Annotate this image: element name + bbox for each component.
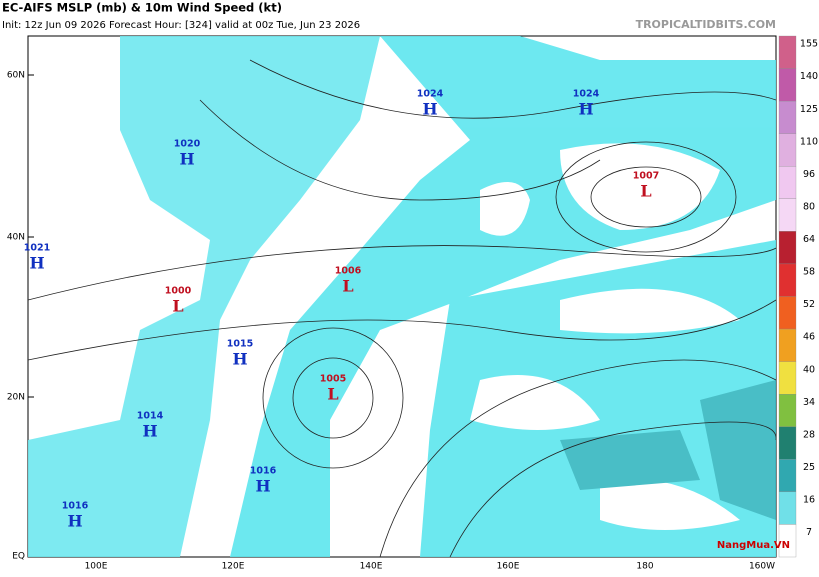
center-letter: H — [578, 100, 593, 119]
colorbar-label: 80 — [803, 201, 815, 212]
colorbar-swatch — [778, 328, 797, 362]
colorbar-label: 46 — [803, 332, 815, 343]
center-pressure: 1024 — [573, 89, 600, 100]
center-letter: H — [422, 100, 437, 119]
center-pressure: 1014 — [137, 411, 164, 422]
center-pressure: 1015 — [227, 339, 253, 350]
colorbar-swatch — [778, 491, 797, 525]
isobars — [28, 59, 776, 557]
colorbar-label: 110 — [800, 136, 818, 147]
center-letter: H — [179, 150, 194, 169]
title: EC-AIFS MSLP (mb) & 10m Wind Speed (kt) — [2, 1, 282, 15]
colorbar-swatch — [778, 426, 797, 460]
center-letter: L — [640, 182, 651, 201]
colorbar-swatch — [778, 361, 797, 395]
colorbar-swatch — [778, 68, 797, 102]
lat-label: 40N — [7, 233, 25, 243]
colorbar: 155 140 125 110 96 80 64 58 52 46 40 34 28 25 16 7 — [778, 35, 818, 558]
center-letter: H — [142, 422, 157, 441]
center-pressure: 1024 — [417, 89, 444, 100]
colorbar-label: 64 — [803, 234, 815, 245]
center-pressure: 1005 — [320, 374, 346, 385]
colorbar-label: 58 — [803, 267, 815, 278]
center-pressure: 1020 — [174, 139, 201, 150]
lat-label: 60N — [7, 71, 25, 81]
lon-label: 180 — [636, 562, 653, 572]
frame-ticks — [28, 74, 34, 398]
lat-label: EQ — [12, 552, 25, 562]
colorbar-swatch — [778, 198, 797, 232]
colorbar-label: 16 — [803, 495, 815, 506]
center-letter: H — [232, 350, 247, 369]
center-letter: H — [67, 512, 82, 531]
colorbar-swatch — [778, 166, 797, 199]
colorbar-label: 25 — [803, 462, 815, 473]
colorbar-swatch — [778, 100, 797, 134]
watermark: NangMua.VN — [717, 540, 790, 551]
colorbar-label: 7 — [806, 527, 812, 538]
center-pressure: 1016 — [250, 466, 277, 477]
colorbar-swatch — [778, 459, 797, 493]
lon-label: 140E — [360, 562, 383, 572]
map-area — [27, 35, 777, 558]
center-letter: H — [255, 477, 270, 496]
site-credit: TROPICALTIDBITS.COM — [636, 18, 776, 31]
center-pressure: 1000 — [165, 286, 192, 297]
colorbar-swatch — [778, 296, 797, 330]
lon-label: 160E — [497, 562, 520, 572]
colorbar-label: 34 — [803, 397, 815, 408]
center-pressure: 1006 — [335, 266, 362, 277]
center-pressure: 1016 — [62, 501, 89, 512]
lon-label: 100E — [85, 562, 108, 572]
colorbar-swatch — [778, 394, 797, 427]
colorbar-swatch — [778, 524, 797, 558]
colorbar-label: 28 — [803, 429, 815, 440]
colorbar-label: 96 — [803, 169, 815, 180]
subtitle: Init: 12z Jun 09 2026 Forecast Hour: [32… — [2, 20, 360, 31]
colorbar-swatch — [778, 263, 797, 297]
lon-label: 120E — [222, 562, 245, 572]
wind-shading — [28, 36, 776, 557]
center-letter: L — [327, 385, 338, 404]
center-letter: L — [342, 277, 353, 296]
center-pressure: 1007 — [633, 171, 659, 182]
center-letter: L — [172, 297, 183, 316]
colorbar-swatch — [778, 231, 797, 265]
colorbar-label: 52 — [803, 299, 815, 310]
colorbar-swatch — [778, 133, 797, 167]
lon-label: 160W — [749, 562, 775, 572]
colorbar-label: 155 — [800, 39, 818, 50]
colorbar-label: 40 — [803, 364, 815, 375]
center-letter: H — [29, 254, 44, 273]
center-pressure: 1021 — [24, 243, 50, 254]
colorbar-label: 125 — [800, 104, 818, 115]
colorbar-swatch — [778, 35, 797, 69]
lat-label: 20N — [7, 393, 25, 403]
colorbar-label: 140 — [800, 71, 818, 82]
